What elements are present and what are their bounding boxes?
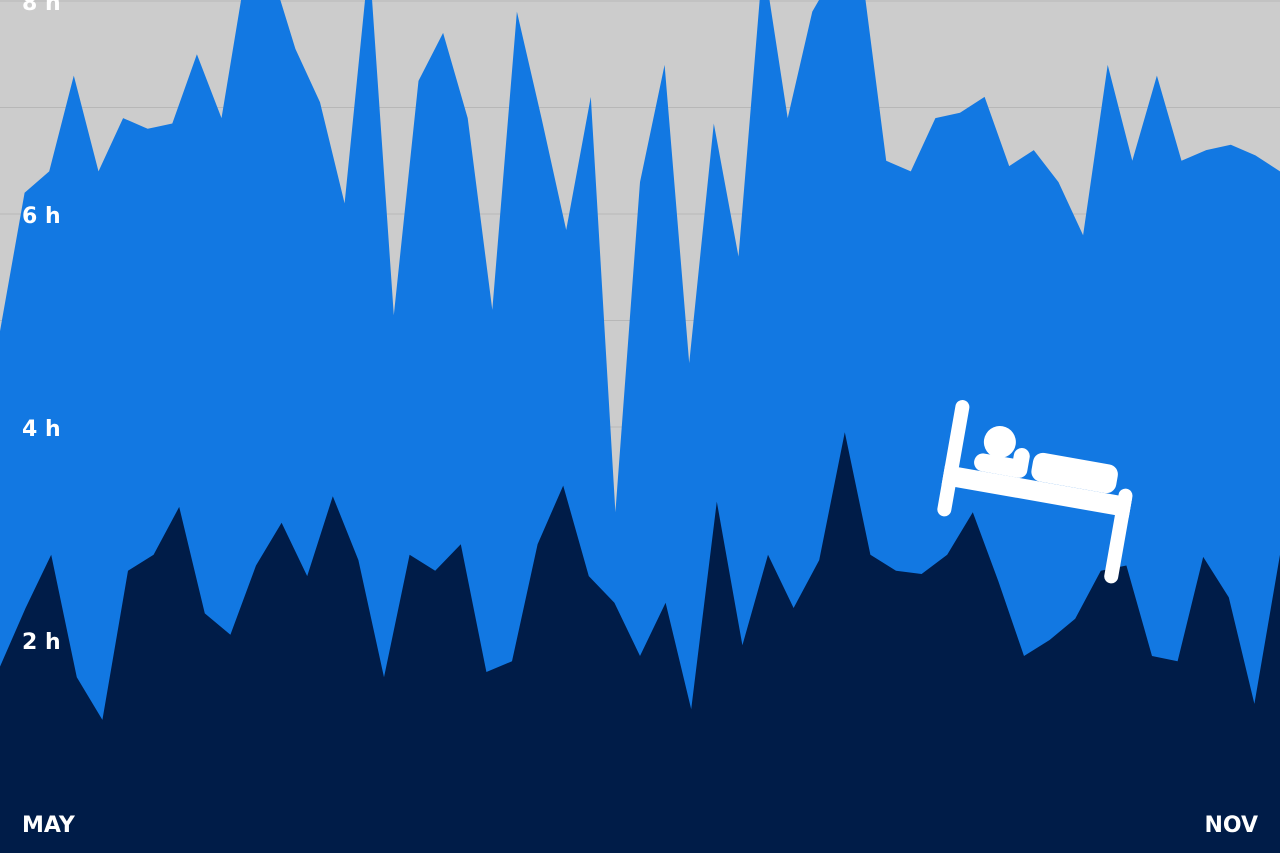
y-tick-label: 4 h [22,417,61,442]
y-tick-label: 6 h [22,204,61,229]
deep-sleep-area [0,432,1280,853]
x-month-label: NOV [1204,813,1258,838]
y-tick-label: 2 h [22,630,61,655]
label-layer: 2 h 4 h 6 h 8 h MAY NOV [22,0,1258,838]
bed-icon [937,399,1133,584]
x-month-label: MAY [22,813,76,838]
y-tick-label: 8 h [22,0,61,16]
